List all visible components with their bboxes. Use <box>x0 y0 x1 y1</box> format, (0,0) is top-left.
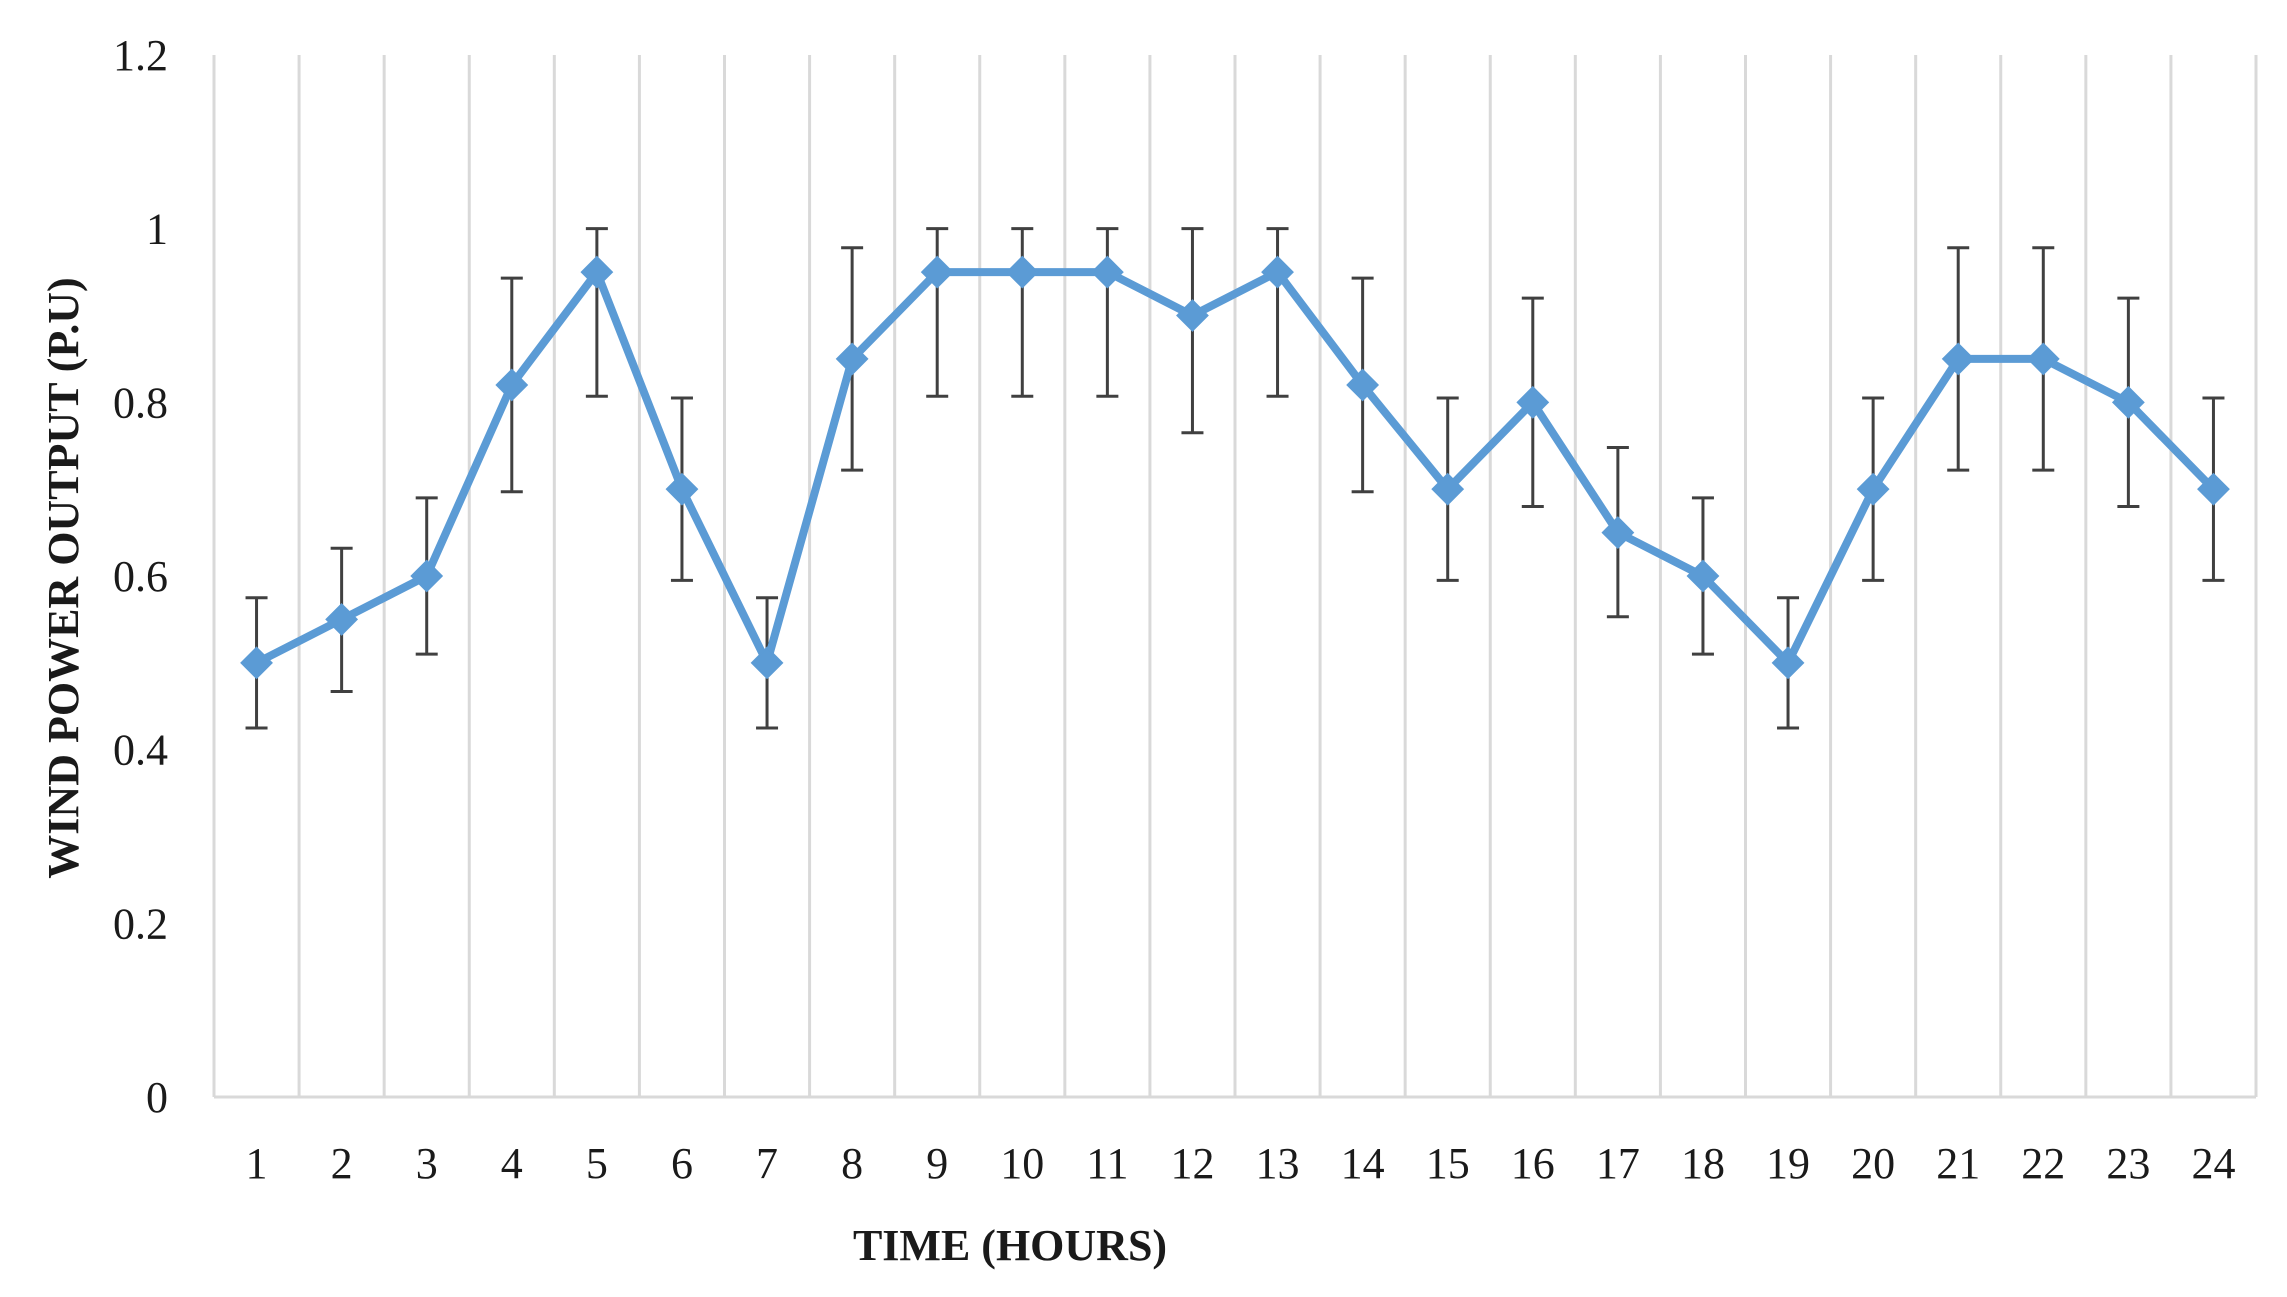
data-point-marker <box>580 255 614 289</box>
data-point-marker <box>920 255 954 289</box>
gridlines <box>212 55 2258 1097</box>
data-point-marker <box>2111 385 2145 419</box>
data-point-marker <box>2197 472 2230 506</box>
y-tick-label: 0.4 <box>113 726 168 775</box>
data-point-marker <box>1431 472 1465 506</box>
x-tick-label: 11 <box>1086 1139 1128 1188</box>
y-tick-label: 1.2 <box>113 31 168 80</box>
y-tick-label: 0.6 <box>113 552 168 601</box>
series-line-layer <box>254 268 2217 667</box>
x-tick-label: 12 <box>1170 1139 1214 1188</box>
data-point-marker <box>1261 255 1294 289</box>
x-tick-label: 18 <box>1681 1139 1725 1188</box>
error-bar <box>585 227 608 398</box>
x-tick-label: 2 <box>331 1139 353 1188</box>
y-axis-title: WIND POWER OUTPUT (P.U) <box>39 277 88 878</box>
x-axis-title: TIME (HOURS) <box>853 1221 1167 1270</box>
data-point-marker <box>2026 342 2060 376</box>
x-tick-label: 1 <box>246 1139 268 1188</box>
data-point-marker <box>1090 255 1124 289</box>
x-tick-label: 19 <box>1766 1139 1810 1188</box>
x-tick-labels: 1 2 3 4 5 6 7 8 9 10 11 12 13 14 15 16 17 18 19 20 21 22 23 24 <box>246 1139 2236 1188</box>
x-tick-label: 23 <box>2106 1139 2150 1188</box>
x-tick-label: 16 <box>1511 1139 1555 1188</box>
data-point-marker <box>1771 646 1805 680</box>
x-tick-label: 22 <box>2021 1139 2065 1188</box>
data-point-marker <box>1856 472 1890 506</box>
x-tick-label: 10 <box>1000 1139 1044 1188</box>
x-tick-label: 5 <box>586 1139 608 1188</box>
x-tick-label: 21 <box>1936 1139 1980 1188</box>
data-point-marker <box>1941 342 1975 376</box>
data-point-marker <box>1686 559 1720 593</box>
x-tick-label: 13 <box>1256 1139 1300 1188</box>
data-point-marker <box>240 646 273 680</box>
x-tick-label: 7 <box>756 1139 778 1188</box>
y-tick-labels: 0 0.2 0.4 0.6 0.8 1 1.2 <box>113 31 168 1122</box>
data-point-marker <box>665 472 699 506</box>
series-line <box>254 268 2217 667</box>
x-tick-label: 6 <box>671 1139 693 1188</box>
error-bar <box>1096 227 1119 398</box>
x-tick-label: 3 <box>416 1139 438 1188</box>
data-point-marker <box>1346 368 1380 402</box>
x-tick-label: 8 <box>841 1139 863 1188</box>
data-point-marker <box>1005 255 1039 289</box>
data-point-marker <box>1601 516 1635 549</box>
data-point-marker <box>410 559 444 593</box>
y-tick-label: 0.8 <box>113 378 168 427</box>
x-tick-label: 20 <box>1851 1139 1895 1188</box>
error-bar <box>1266 227 1289 398</box>
x-tick-label: 14 <box>1341 1139 1385 1188</box>
x-tick-label: 15 <box>1426 1139 1470 1188</box>
data-point-marker <box>835 342 869 376</box>
x-tick-label: 17 <box>1596 1139 1640 1188</box>
data-point-marker <box>750 646 784 680</box>
x-tick-label: 4 <box>501 1139 523 1188</box>
data-point-marker <box>325 603 359 636</box>
y-tick-label: 1 <box>146 205 168 254</box>
data-point-marker <box>1516 385 1550 419</box>
data-markers <box>240 255 2230 680</box>
y-tick-label: 0.2 <box>113 899 168 948</box>
data-point-marker <box>495 368 529 402</box>
error-bar <box>1011 227 1034 398</box>
x-tick-label: 24 <box>2191 1139 2235 1188</box>
error-bar <box>926 227 949 398</box>
x-tick-label: 9 <box>926 1139 948 1188</box>
data-point-marker <box>1176 299 1209 332</box>
y-tick-label: 0 <box>146 1073 168 1122</box>
